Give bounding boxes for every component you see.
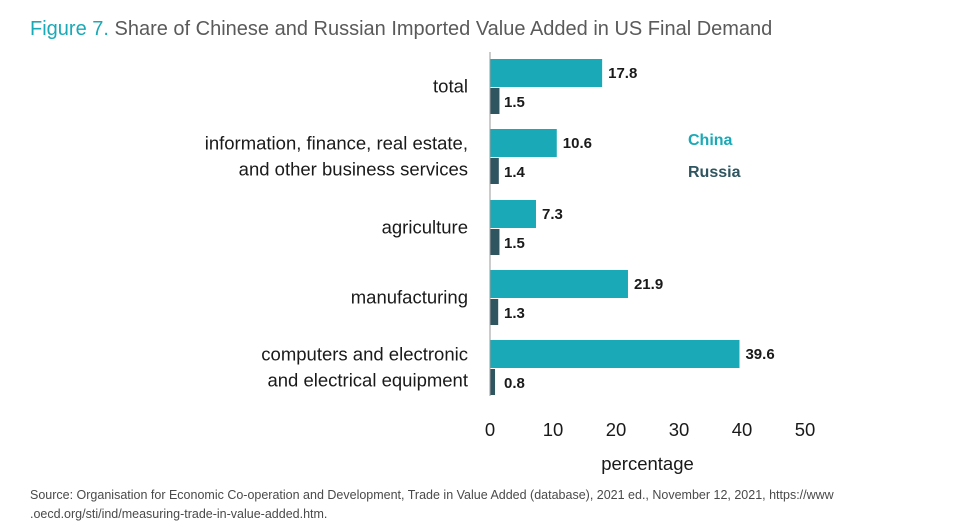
bar-russia (490, 158, 499, 184)
category-label: computers and electronic (261, 344, 468, 365)
data-label-china: 17.8 (608, 65, 637, 82)
category-label: total (433, 76, 468, 97)
x-axis-label: percentage (601, 453, 694, 474)
x-tick-label: 50 (795, 419, 816, 440)
data-label-russia: 1.3 (504, 305, 525, 322)
x-tick-label: 20 (606, 419, 627, 440)
chart-title: Share of Chinese and Russian Imported Va… (114, 18, 773, 40)
category-label: and electrical equipment (267, 370, 468, 391)
data-label-china: 10.6 (563, 135, 592, 152)
category-label: manufacturing (351, 287, 468, 308)
bar-russia (490, 299, 499, 325)
bar-china (490, 59, 603, 87)
bar-russia (490, 88, 500, 114)
bar-china (490, 270, 628, 298)
bar-china (490, 340, 740, 368)
category-label: information, finance, real estate, (205, 133, 468, 154)
x-tick-label: 40 (732, 419, 753, 440)
figure-number: Figure 7. (30, 18, 109, 40)
bar-china (490, 129, 557, 157)
data-label-russia: 0.8 (504, 375, 525, 392)
bar-russia (490, 229, 500, 255)
data-label-china: 7.3 (542, 206, 563, 223)
data-label-russia: 1.4 (504, 164, 526, 181)
data-label-russia: 1.5 (504, 235, 525, 252)
data-label-china: 21.9 (634, 276, 663, 293)
x-tick-label: 10 (543, 419, 564, 440)
x-tick-label: 30 (669, 419, 690, 440)
bar-china (490, 200, 536, 228)
category-label: agriculture (382, 217, 468, 238)
category-label: and other business services (239, 159, 468, 180)
figure-title: Figure 7. Share of Chinese and Russian I… (30, 18, 772, 41)
legend-russia: Russia (688, 164, 741, 181)
legend-china: China (688, 132, 733, 149)
source-note: Source: Organisation for Economic Co-ope… (30, 488, 834, 521)
bar-chart: 17.8 1.5 total 10.6 1.4 information, finance,… (205, 52, 816, 474)
x-tick-label: 0 (485, 419, 495, 440)
data-label-china: 39.6 (745, 346, 774, 363)
bar-russia (490, 369, 496, 395)
data-label-russia: 1.5 (504, 94, 525, 111)
